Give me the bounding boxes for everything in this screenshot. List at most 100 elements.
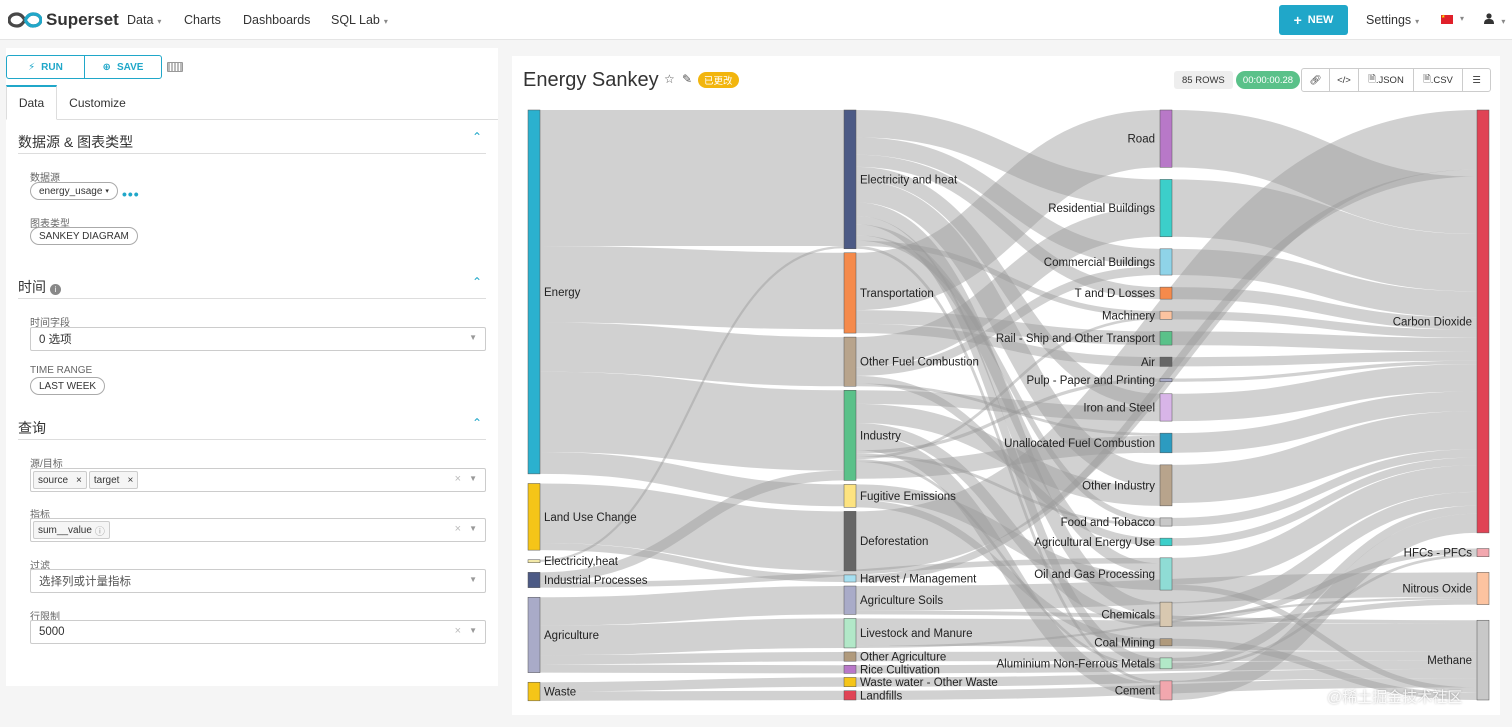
sankey-link-trans-rail[interactable]: [855, 310, 1161, 346]
sankey-link-ind-ufc[interactable]: [855, 435, 1161, 479]
section-time-title[interactable]: 时间 i: [18, 277, 61, 297]
sankey-link-ind-mach[interactable]: [855, 316, 1161, 460]
sankey-link-fug-ogp[interactable]: [855, 484, 1161, 591]
sankey-link-eh-comb[interactable]: [855, 137, 1161, 267]
embed-button[interactable]: </>: [1329, 68, 1359, 92]
sankey-link-trans-road[interactable]: [855, 109, 1161, 311]
sankey-link-ip-ind[interactable]: [539, 470, 845, 583]
sankey-node-resb[interactable]: [1159, 179, 1173, 238]
sankey-node-co2[interactable]: [1476, 109, 1490, 534]
sankey-link-eh-oind[interactable]: [855, 180, 1161, 487]
user-menu[interactable]: ▾: [1484, 13, 1505, 27]
sankey-link-ind-iron[interactable]: [855, 390, 1161, 422]
sankey-link-waste-wwow[interactable]: [539, 677, 845, 692]
sankey-link-chem-hfc[interactable]: [1171, 548, 1478, 622]
sankey-node-wwow[interactable]: [843, 677, 857, 687]
target-tag[interactable]: target ×: [88, 471, 139, 489]
section-query-title[interactable]: 查询: [18, 420, 46, 436]
sankey-node-ip[interactable]: [527, 572, 541, 588]
time-column-select[interactable]: 0 选项 ▼: [30, 327, 486, 351]
sankey-link-ind-chem[interactable]: [855, 423, 1161, 627]
sankey-link-ind-cem[interactable]: [855, 433, 1161, 700]
sankey-link-eh-resb[interactable]: [855, 109, 1161, 207]
sankey-link-hm-co2[interactable]: [855, 169, 1478, 583]
sankey-node-oa[interactable]: [843, 651, 857, 662]
sankey-link-energy-ind[interactable]: [539, 371, 845, 471]
sankey-link-luc-hm[interactable]: [539, 543, 845, 583]
sankey-node-pulp[interactable]: [1159, 378, 1173, 382]
sankey-link-eh-iron[interactable]: [855, 166, 1161, 408]
sankey-node-waste[interactable]: [527, 681, 541, 702]
sankey-node-iron[interactable]: [1159, 393, 1173, 422]
sankey-node-as[interactable]: [843, 585, 857, 615]
clear-icon[interactable]: ×: [454, 625, 461, 637]
sankey-link-oa-ch4[interactable]: [855, 651, 1478, 662]
superset-logo[interactable]: Superset: [8, 9, 119, 31]
sankey-node-ufc[interactable]: [1159, 432, 1173, 454]
sankey-node-road[interactable]: [1159, 109, 1173, 168]
link-button[interactable]: 🔗︎: [1301, 68, 1330, 92]
sankey-link-chem-n2o[interactable]: [1171, 599, 1478, 627]
sankey-node-tdl[interactable]: [1159, 286, 1173, 300]
nav-dashboards[interactable]: Dashboards: [243, 13, 310, 27]
sankey-node-lf[interactable]: [843, 690, 857, 701]
sankey-link-iron-co2[interactable]: [1171, 364, 1478, 422]
sankey-link-energy-fug[interactable]: [539, 452, 845, 507]
sankey-link-as-n2o[interactable]: [855, 572, 1478, 611]
sankey-node-rice[interactable]: [843, 664, 857, 674]
sankey-link-mach-co2[interactable]: [1171, 311, 1478, 338]
sankey-link-comb-co2[interactable]: [1171, 248, 1478, 318]
chevron-up-icon[interactable]: ⌃: [472, 275, 483, 289]
time-range-selector[interactable]: LAST WEEK: [30, 377, 106, 395]
sankey-node-energy[interactable]: [527, 109, 541, 475]
sankey-link-agri-oa[interactable]: [539, 651, 845, 665]
sankey-node-defo[interactable]: [843, 511, 857, 572]
sankey-link-agri-rice[interactable]: [539, 664, 845, 674]
source-target-select[interactable]: source × target × × ▼: [30, 468, 486, 492]
sankey-link-ufc-co2[interactable]: [1171, 391, 1478, 453]
remove-icon[interactable]: ×: [127, 474, 134, 486]
nav-sqllab-menu[interactable]: SQL Lab ▾: [331, 13, 388, 27]
sankey-link-eh-food[interactable]: [855, 235, 1161, 524]
sankey-node-oind[interactable]: [1159, 464, 1173, 507]
sankey-link-eh-alu[interactable]: [855, 215, 1161, 667]
sankey-link-ofc-ufc[interactable]: [855, 383, 1161, 436]
sankey-link-trans-air[interactable]: [855, 323, 1161, 367]
sankey-node-hm[interactable]: [843, 574, 857, 583]
datasource-selector[interactable]: energy_usage ▾: [30, 182, 118, 200]
metric-tag[interactable]: sum__value ⓘ: [33, 521, 110, 539]
tab-customize[interactable]: Customize: [61, 85, 134, 120]
sankey-link-alu-hfc[interactable]: [1171, 553, 1478, 669]
sankey-node-fug[interactable]: [843, 484, 857, 508]
new-button[interactable]: + NEW: [1279, 5, 1348, 35]
chart-title[interactable]: Energy Sankey: [523, 69, 659, 91]
sankey-link-air-co2[interactable]: [1171, 351, 1478, 367]
nav-data-menu[interactable]: Data ▾: [127, 13, 161, 27]
sankey-link-eh-ogp[interactable]: [855, 224, 1161, 575]
sankey-link-waste-lf[interactable]: [539, 690, 845, 701]
sankey-link-fug-coal[interactable]: [855, 500, 1161, 646]
sankey-link-lm-ch4[interactable]: [855, 618, 1478, 652]
chevron-up-icon[interactable]: ⌃: [472, 416, 483, 430]
sankey-node-comb[interactable]: [1159, 248, 1173, 276]
sankey-node-luc[interactable]: [527, 483, 541, 551]
sankey-node-mach[interactable]: [1159, 310, 1173, 320]
more-options-icon[interactable]: •••: [122, 186, 140, 202]
sankey-node-aeu[interactable]: [1159, 537, 1173, 547]
keyboard-shortcuts-icon[interactable]: [167, 62, 183, 72]
run-button[interactable]: ⚡ RUN: [6, 55, 85, 79]
sankey-node-chem[interactable]: [1159, 601, 1173, 627]
info-icon[interactable]: i: [49, 284, 61, 295]
sankey-link-wwow-ch4[interactable]: [855, 668, 1478, 687]
sankey-link-alu-co2[interactable]: [1171, 505, 1478, 667]
clear-icon[interactable]: ×: [454, 523, 461, 535]
edit-icon[interactable]: ✎: [682, 72, 693, 86]
sankey-node-rail[interactable]: [1159, 331, 1173, 346]
nav-charts[interactable]: Charts: [184, 13, 221, 27]
sankey-link-food-co2[interactable]: [1171, 449, 1478, 527]
sankey-link-coal-ch4[interactable]: [1171, 638, 1478, 701]
sankey-link-ip-ogp[interactable]: [539, 557, 1161, 588]
caret-down-icon[interactable]: ▾: [1460, 14, 1465, 23]
sankey-link-aeu-co2[interactable]: [1171, 457, 1478, 546]
sankey-node-ogp[interactable]: [1159, 557, 1173, 591]
